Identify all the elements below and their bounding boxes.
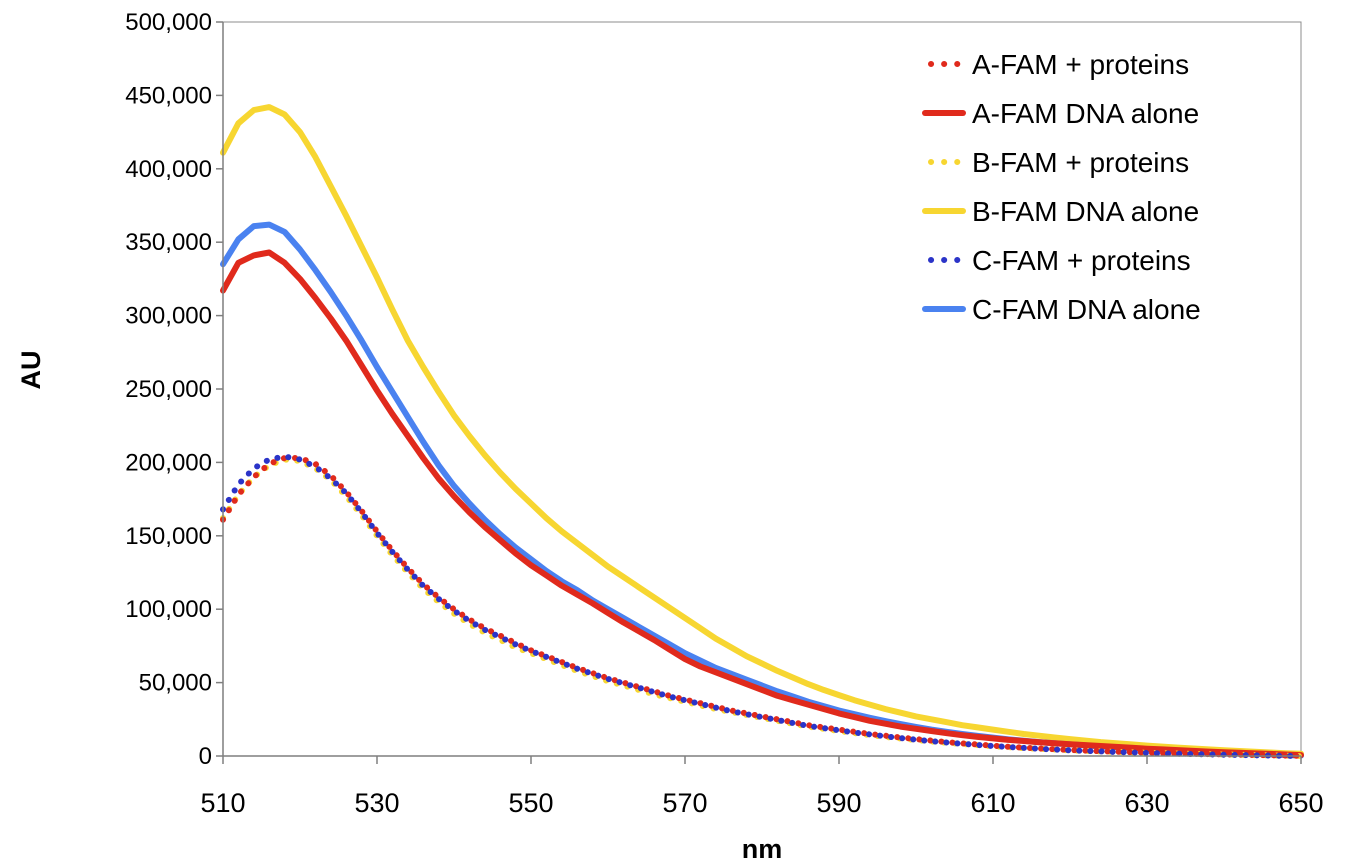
y-tick-label: 500,000 (125, 9, 212, 36)
x-axis-title: nm (742, 834, 783, 864)
y-tick-label: 250,000 (125, 376, 212, 403)
legend: A-FAM + proteins A-FAM DNA alone B-FAM + p… (922, 49, 1201, 325)
series-layer (220, 104, 1304, 759)
series-line-a-fam-dna-alone (220, 249, 1304, 759)
x-tick-label: 590 (816, 788, 861, 818)
legend-label: B-FAM + proteins (972, 147, 1189, 178)
x-tick-label: 510 (200, 788, 245, 818)
y-tick-label: 100,000 (125, 596, 212, 623)
y-tick-label: 350,000 (125, 229, 212, 256)
legend-label: A-FAM DNA alone (972, 98, 1199, 129)
series-line-b-fam-dna-alone (220, 104, 1304, 757)
x-tick-label: 570 (662, 788, 707, 818)
y-tick-label: 50,000 (139, 670, 212, 697)
y-tick-label: 450,000 (125, 82, 212, 109)
plot-area (222, 21, 1302, 757)
legend-label: A-FAM + proteins (972, 49, 1189, 80)
y-tick-label: 150,000 (125, 523, 212, 550)
legend-label: C-FAM DNA alone (972, 294, 1201, 325)
x-axis-ticks: 510 530 550 570 590 610 630 650 (200, 756, 1324, 818)
x-tick-label: 630 (1124, 788, 1169, 818)
x-tick-label: 650 (1278, 788, 1323, 818)
legend-label: C-FAM + proteins (972, 245, 1191, 276)
x-tick-label: 610 (970, 788, 1015, 818)
y-tick-label: 0 (199, 743, 212, 770)
y-axis-title: AU (16, 351, 46, 390)
x-tick-label: 530 (354, 788, 399, 818)
y-tick-label: 300,000 (125, 303, 212, 330)
y-axis-ticks: 0 50,000 100,000 150,000 200,000 250,000 300,0… (125, 9, 223, 770)
x-tick-label: 550 (508, 788, 553, 818)
y-tick-label: 200,000 (125, 449, 212, 476)
y-tick-label: 400,000 (125, 156, 212, 183)
series-line-c-fam-proteins (220, 453, 1304, 759)
legend-label: B-FAM DNA alone (972, 196, 1199, 227)
